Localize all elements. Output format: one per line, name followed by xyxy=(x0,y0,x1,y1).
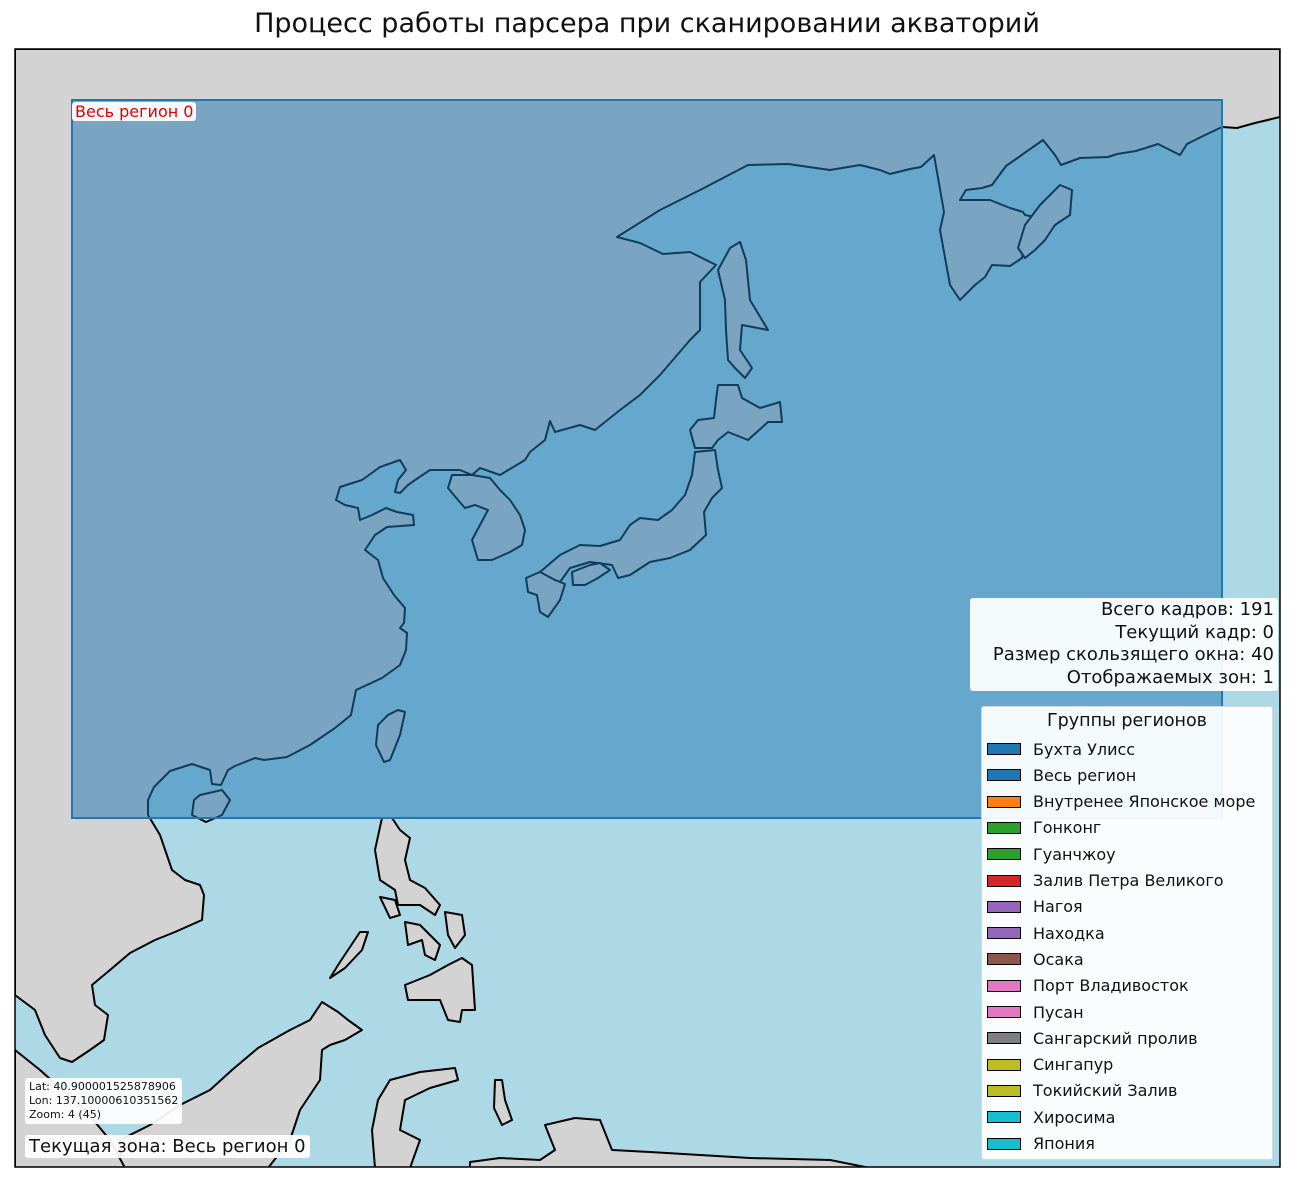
land-halmahera xyxy=(493,1079,513,1126)
legend-swatch xyxy=(987,743,1021,755)
coords-zoom: Zoom: 4 (45) xyxy=(29,1108,101,1121)
land-palawan xyxy=(329,931,369,979)
legend-swatch xyxy=(987,821,1021,834)
legend-swatch xyxy=(987,848,1021,861)
legend-label: Весь регион xyxy=(1033,765,1137,785)
current-zone-label: Текущая зона: Весь регион 0 xyxy=(25,1135,310,1158)
legend-label: Порт Владивосток xyxy=(1033,976,1189,996)
legend-item[interactable]: Находка xyxy=(987,923,1105,943)
legend-label: Нагоя xyxy=(1033,897,1083,917)
legend-label: Сангарский пролив xyxy=(1033,1028,1198,1048)
legend-item[interactable]: Осака xyxy=(987,949,1084,969)
legend-swatch xyxy=(987,1058,1021,1071)
legend-swatch xyxy=(987,1137,1021,1150)
legend-label: Бухта Улисс xyxy=(1033,739,1136,759)
region-rectangle[interactable] xyxy=(71,99,1223,819)
legend: Группы регионов Бухта Улисс Весь регион Вн… xyxy=(981,706,1273,1160)
legend-swatch xyxy=(987,1084,1021,1097)
stats-total-frames: Всего кадров: 191 xyxy=(1100,599,1274,620)
legend-swatch xyxy=(987,874,1021,887)
region-label: Весь регион 0 xyxy=(72,102,197,121)
legend-label: Пусан xyxy=(1033,1002,1084,1022)
legend-item[interactable]: Гуанчжоу xyxy=(987,844,1116,864)
stats-box: Всего кадров: 191 Текущий кадр: 0 Размер… xyxy=(970,598,1278,691)
legend-item[interactable]: Хиросима xyxy=(987,1107,1115,1127)
coords-lon: Lon: 137.10000610351562 xyxy=(29,1094,179,1107)
legend-item[interactable]: Токийский Залив xyxy=(987,1081,1177,1101)
coords-readout: Lat: 40.900001525878906 Lon: 137.1000061… xyxy=(25,1078,183,1124)
map-title: Процесс работы парсера при сканировании … xyxy=(254,8,1040,39)
land-luzon xyxy=(374,817,441,916)
stats-zones-shown: Отображаемых зон: 1 xyxy=(1066,666,1274,688)
legend-swatch xyxy=(987,979,1021,992)
legend-item[interactable]: Внутренее Японское море xyxy=(987,792,1255,812)
legend-label: Внутренее Японское море xyxy=(1033,792,1256,812)
legend-item[interactable]: Залив Петра Великого xyxy=(987,871,1224,891)
stats-current-frame: Текущий кадр: 0 xyxy=(1115,621,1274,643)
legend-swatch xyxy=(987,1006,1021,1018)
legend-item[interactable]: Весь регион xyxy=(987,765,1136,785)
legend-label: Находка xyxy=(1033,923,1105,943)
legend-item[interactable]: Нагоя xyxy=(987,897,1083,917)
legend-swatch xyxy=(987,900,1021,913)
legend-item[interactable]: Пусан xyxy=(987,1002,1084,1022)
legend-item[interactable]: Порт Владивосток xyxy=(987,976,1189,996)
legend-label: Япония xyxy=(1033,1134,1095,1153)
legend-title: Группы регионов xyxy=(1046,711,1207,731)
coords-lat: Lat: 40.900001525878906 xyxy=(29,1080,176,1093)
land-visayas xyxy=(379,896,466,961)
legend-swatch xyxy=(987,927,1021,940)
legend-swatch xyxy=(987,769,1021,782)
legend-label: Гонконг xyxy=(1033,818,1102,838)
legend-swatch xyxy=(987,953,1021,966)
legend-label: Сингапур xyxy=(1033,1055,1114,1075)
legend-item[interactable]: Бухта Улисс xyxy=(987,739,1135,759)
legend-swatch xyxy=(987,1111,1021,1124)
land-mindanao xyxy=(404,957,476,1023)
legend-label: Осака xyxy=(1033,949,1084,969)
legend-label: Гуанчжоу xyxy=(1033,844,1116,864)
land-new-guinea xyxy=(469,1117,871,1167)
legend-item[interactable]: Сингапур xyxy=(987,1055,1113,1075)
legend-item[interactable]: Япония xyxy=(987,1134,1095,1154)
legend-label: Залив Петра Великого xyxy=(1033,871,1224,890)
stats-window-size: Размер скользящего окна: 40 xyxy=(992,644,1274,665)
land-sulawesi xyxy=(371,1067,459,1167)
legend-swatch xyxy=(987,1032,1021,1045)
legend-swatch xyxy=(987,795,1021,808)
legend-label: Токийский Залив xyxy=(1033,1081,1178,1101)
legend-label: Хиросима xyxy=(1033,1107,1116,1127)
legend-item[interactable]: Гонконг xyxy=(987,818,1101,838)
legend-item[interactable]: Сангарский пролив xyxy=(987,1028,1198,1048)
land-borneo xyxy=(119,1001,363,1167)
map-frame xyxy=(14,48,1281,1168)
